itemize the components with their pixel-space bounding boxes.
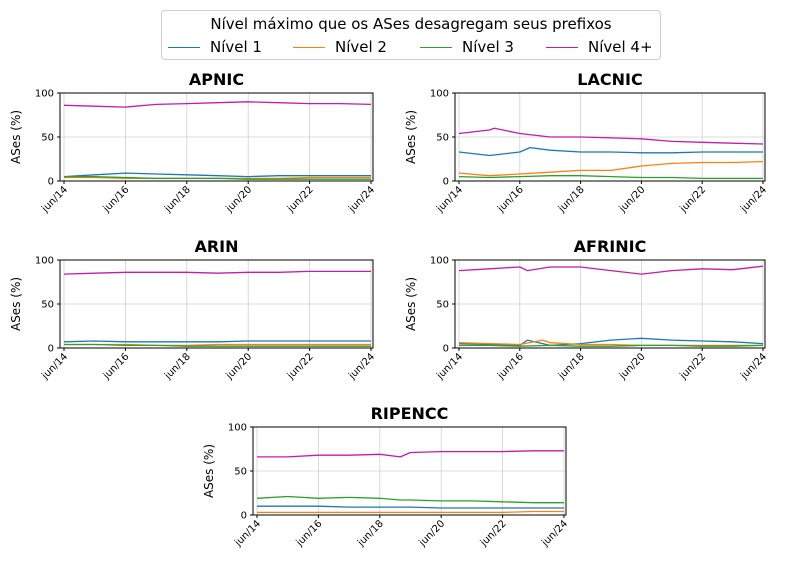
series-line bbox=[63, 270, 371, 275]
series-line bbox=[458, 146, 763, 157]
series-line bbox=[458, 265, 764, 275]
x-tick-label: jun/20 bbox=[224, 184, 255, 215]
series-line bbox=[458, 175, 763, 180]
y-axis-label: ASes (%) bbox=[404, 110, 418, 164]
x-tick-label: jun/16 bbox=[294, 518, 325, 549]
y-tick-label: 100 bbox=[228, 423, 247, 434]
x-tick-label: jun/18 bbox=[556, 184, 587, 215]
legend-label: Nível 4+ bbox=[588, 38, 653, 56]
x-tick-label: jun/22 bbox=[285, 351, 316, 382]
x-tick-label: jun/16 bbox=[495, 184, 526, 215]
x-tick-label: jun/24 bbox=[738, 351, 769, 382]
series-line bbox=[458, 337, 764, 347]
legend-swatch bbox=[546, 46, 578, 48]
x-tick-label: jun/24 bbox=[346, 184, 377, 215]
series-line bbox=[458, 127, 764, 145]
x-tick-label: jun/22 bbox=[678, 351, 709, 382]
y-tick-label: 100 bbox=[35, 256, 54, 267]
y-axis-label: ASes (%) bbox=[202, 444, 216, 498]
y-tick-label: 100 bbox=[430, 256, 449, 267]
chart-title: APNIC bbox=[189, 70, 244, 89]
chart-panel-ripencc: 0 50 100 jun/14 jun/16 jun/18 jun/20 jun/22 jun/… bbox=[202, 404, 570, 549]
series-line bbox=[458, 339, 763, 347]
y-tick-label: 0 bbox=[443, 177, 449, 188]
legend-title: Nível máximo que os ASes desagregam seus… bbox=[210, 15, 612, 33]
chart-panel-arin: 0 50 100 jun/14 jun/16 jun/18 jun/20 jun/22 jun/… bbox=[9, 237, 377, 382]
chart-title: ARIN bbox=[194, 237, 238, 256]
x-tick-label: jun/22 bbox=[285, 184, 316, 215]
series-line bbox=[459, 344, 764, 347]
x-tick-label: jun/14 bbox=[434, 184, 465, 215]
y-axis-label: ASes (%) bbox=[9, 277, 23, 331]
series-line bbox=[63, 340, 371, 343]
series-line bbox=[64, 175, 371, 180]
legend-swatch bbox=[168, 46, 200, 48]
chart-title: AFRINIC bbox=[574, 237, 647, 256]
chart-title: RIPENCC bbox=[371, 404, 449, 423]
x-tick-label: jun/20 bbox=[224, 351, 255, 382]
x-tick-label: jun/16 bbox=[101, 351, 132, 382]
x-tick-label: jun/18 bbox=[162, 184, 193, 215]
y-axis-label: ASes (%) bbox=[404, 277, 418, 331]
x-tick-label: jun/18 bbox=[355, 518, 386, 549]
y-tick-label: 50 bbox=[234, 467, 247, 478]
x-tick-label: jun/14 bbox=[232, 518, 263, 549]
y-tick-label: 0 bbox=[48, 177, 54, 188]
x-tick-label: jun/24 bbox=[346, 351, 377, 382]
x-tick-label: jun/20 bbox=[617, 351, 648, 382]
x-tick-label: jun/18 bbox=[556, 351, 587, 382]
legend: Nível máximo que os ASes desagregam seus… bbox=[161, 10, 661, 60]
chart-panel-lacnic: 0 50 100 jun/14 jun/16 jun/18 jun/20 jun/22 jun/… bbox=[404, 70, 769, 215]
series-line bbox=[256, 495, 564, 504]
chart-panel-apnic: 0 50 100 jun/14 jun/16 jun/18 jun/20 jun/22 jun/… bbox=[9, 70, 377, 215]
legend-item-nivel-3: Nível 3 bbox=[420, 38, 514, 56]
y-tick-label: 100 bbox=[430, 89, 449, 100]
x-tick-label: jun/16 bbox=[495, 351, 526, 382]
x-tick-label: jun/20 bbox=[617, 184, 648, 215]
legend-swatch bbox=[293, 46, 325, 48]
y-tick-label: 0 bbox=[241, 511, 247, 522]
x-tick-label: jun/22 bbox=[478, 518, 509, 549]
legend-item-nivel-1: Nível 1 bbox=[168, 38, 262, 56]
y-tick-label: 0 bbox=[443, 344, 449, 355]
y-tick-label: 0 bbox=[48, 344, 54, 355]
legend-item-nivel-4-plus: Nível 4+ bbox=[546, 38, 653, 56]
y-tick-label: 50 bbox=[436, 133, 449, 144]
x-tick-label: jun/20 bbox=[417, 518, 448, 549]
x-tick-label: jun/24 bbox=[738, 184, 769, 215]
chart-panel-afrinic: 0 50 100 jun/14 jun/16 jun/18 jun/20 jun/22 jun/… bbox=[404, 237, 769, 382]
chart-title: LACNIC bbox=[577, 70, 642, 89]
y-tick-label: 50 bbox=[41, 133, 54, 144]
x-tick-label: jun/18 bbox=[162, 351, 193, 382]
x-tick-label: jun/14 bbox=[434, 351, 465, 382]
x-tick-label: jun/14 bbox=[39, 184, 70, 215]
y-axis-label: ASes (%) bbox=[9, 110, 23, 164]
legend-item-nivel-2: Nível 2 bbox=[293, 38, 387, 56]
series-line bbox=[63, 101, 372, 108]
y-tick-label: 50 bbox=[41, 300, 54, 311]
legend-label: Nível 3 bbox=[462, 38, 514, 56]
legend-label: Nível 1 bbox=[210, 38, 262, 56]
x-tick-label: jun/16 bbox=[101, 184, 132, 215]
series-line bbox=[257, 450, 564, 458]
y-tick-label: 100 bbox=[35, 89, 54, 100]
x-tick-label: jun/24 bbox=[539, 518, 570, 549]
x-tick-label: jun/22 bbox=[678, 184, 709, 215]
y-tick-label: 50 bbox=[436, 300, 449, 311]
x-tick-label: jun/14 bbox=[39, 351, 70, 382]
series-line bbox=[257, 505, 564, 509]
legend-swatch bbox=[420, 46, 452, 48]
series-line bbox=[257, 510, 564, 514]
legend-label: Nível 2 bbox=[335, 38, 387, 56]
series-line bbox=[63, 172, 371, 178]
series-line bbox=[64, 343, 371, 347]
series-line bbox=[458, 160, 764, 177]
